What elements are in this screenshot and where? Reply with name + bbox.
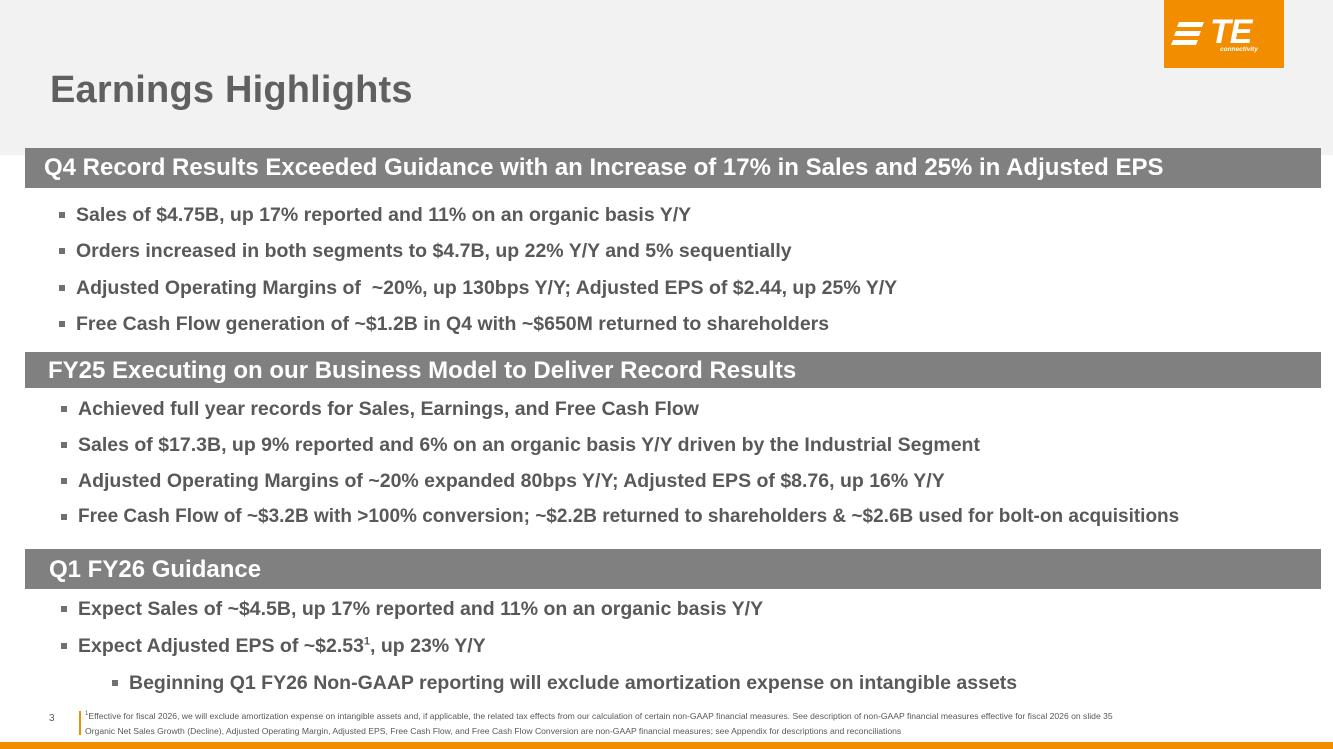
list-item: Adjusted Operating Margins of ~20%, up 1… xyxy=(59,276,897,300)
list-item-sub: Beginning Q1 FY26 Non-GAAP reporting wil… xyxy=(112,671,1017,695)
footnote-sup: 1 xyxy=(85,711,89,718)
bullet-text: Expect Adjusted EPS of ~$2.531, up 23% Y… xyxy=(78,635,486,657)
bullet-text: Achieved full year records for Sales, Ea… xyxy=(78,398,699,420)
logo-brand: TE xyxy=(1210,13,1252,51)
list-item: Orders increased in both segments to $4.… xyxy=(59,239,792,263)
bullet-square-icon xyxy=(61,643,67,649)
list-item: Expect Adjusted EPS of ~$2.531, up 23% Y… xyxy=(61,634,486,658)
eps-text: Expect Adjusted EPS of ~$2.53 xyxy=(78,635,364,657)
bullet-square-icon xyxy=(61,442,67,448)
bullet-text: Adjusted Operating Margins of ~20%, up 1… xyxy=(76,277,898,299)
bullet-text: Adjusted Operating Margins of ~20% expan… xyxy=(78,470,945,492)
bullet-square-icon xyxy=(61,406,67,412)
page-title: Earnings Highlights xyxy=(50,69,413,111)
bullet-text: Sales of $17.3B, up 9% reported and 6% o… xyxy=(78,434,980,456)
te-logo-icon xyxy=(1171,22,1204,45)
bullet-text: Expect Sales of ~$4.5B, up 17% reported … xyxy=(78,598,764,620)
header-band xyxy=(0,0,1333,155)
bullet-text: Sales of $4.75B, up 17% reported and 11%… xyxy=(76,204,692,226)
list-item: Sales of $17.3B, up 9% reported and 6% o… xyxy=(61,433,980,457)
bullet-square-icon xyxy=(59,285,65,291)
bullet-text: Free Cash Flow of ~$3.2B with >100% conv… xyxy=(78,506,1180,527)
bullet-square-icon xyxy=(59,248,65,254)
logo-sub: connectivity xyxy=(1220,46,1258,53)
bullet-square-icon xyxy=(112,680,118,686)
list-item: Sales of $4.75B, up 17% reported and 11%… xyxy=(59,203,691,227)
te-connectivity-logo: TE connectivity xyxy=(1164,0,1284,68)
slide-number: 3 xyxy=(49,713,55,724)
bullet-square-icon xyxy=(59,321,65,327)
list-item: Free Cash Flow of ~$3.2B with >100% conv… xyxy=(61,505,1179,529)
footnote-text: Effective for fiscal 2026, we will exclu… xyxy=(88,711,1113,721)
bullet-square-icon xyxy=(59,212,65,218)
list-item: Expect Sales of ~$4.5B, up 17% reported … xyxy=(61,597,763,621)
section-heading-fy25: FY25 Executing on our Business Model to … xyxy=(25,352,1321,388)
footnote-1: 1Effective for fiscal 2026, we will excl… xyxy=(85,711,1113,721)
bottom-accent-bar xyxy=(0,742,1333,749)
list-item: Free Cash Flow generation of ~$1.2B in Q… xyxy=(59,312,829,336)
list-item: Achieved full year records for Sales, Ea… xyxy=(61,397,699,421)
section-heading-q1-fy26: Q1 FY26 Guidance xyxy=(25,549,1321,589)
footnote-marker: 1 xyxy=(363,635,371,648)
section-heading-q4: Q4 Record Results Exceeded Guidance with… xyxy=(25,148,1321,188)
bullet-text: Beginning Q1 FY26 Non-GAAP reporting wil… xyxy=(129,672,1018,694)
bullet-square-icon xyxy=(61,514,67,520)
footnote-2: Organic Net Sales Growth (Decline), Adju… xyxy=(85,726,902,736)
eps-text-after: , up 23% Y/Y xyxy=(370,635,486,657)
list-item: Adjusted Operating Margins of ~20% expan… xyxy=(61,469,945,493)
bullet-square-icon xyxy=(61,606,67,612)
bullet-text: Free Cash Flow generation of ~$1.2B in Q… xyxy=(76,313,830,335)
bullet-square-icon xyxy=(61,478,67,484)
footer-divider xyxy=(79,711,81,735)
bullet-text: Orders increased in both segments to $4.… xyxy=(76,240,792,262)
